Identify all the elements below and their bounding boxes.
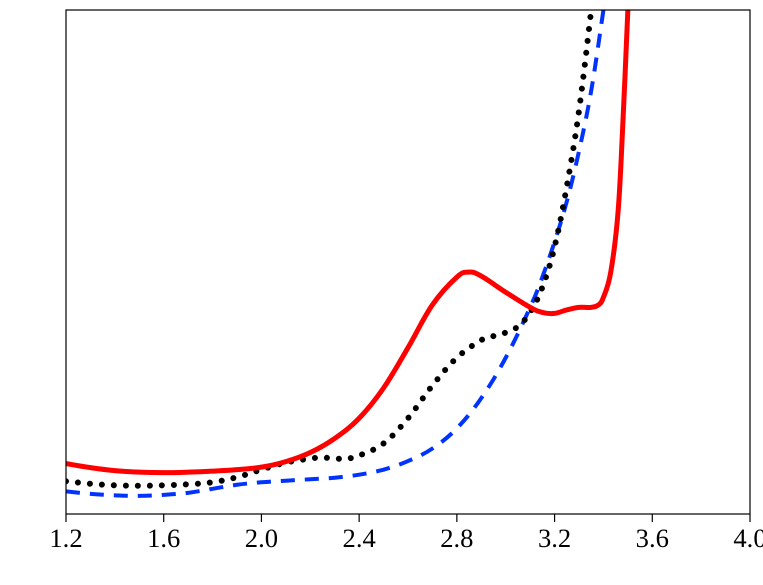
x-tick-label: 3.6: [636, 523, 669, 553]
x-tick-label: 2.0: [245, 523, 278, 553]
x-tick-label: 2.4: [343, 523, 376, 553]
x-tick-label: 3.2: [538, 523, 571, 553]
line-chart: 1.2 1.6 2.0 2.4 2.8 3.2 3.6 4.0: [0, 0, 763, 585]
x-tick-label: 1.2: [49, 523, 82, 553]
x-tick-label: 1.6: [147, 523, 180, 553]
chart-canvas: 1.2 1.6 2.0 2.4 2.8 3.2 3.6 4.0: [0, 0, 763, 585]
x-tick-label: 2.8: [440, 523, 473, 553]
x-tick-label: 4.0: [733, 523, 763, 553]
